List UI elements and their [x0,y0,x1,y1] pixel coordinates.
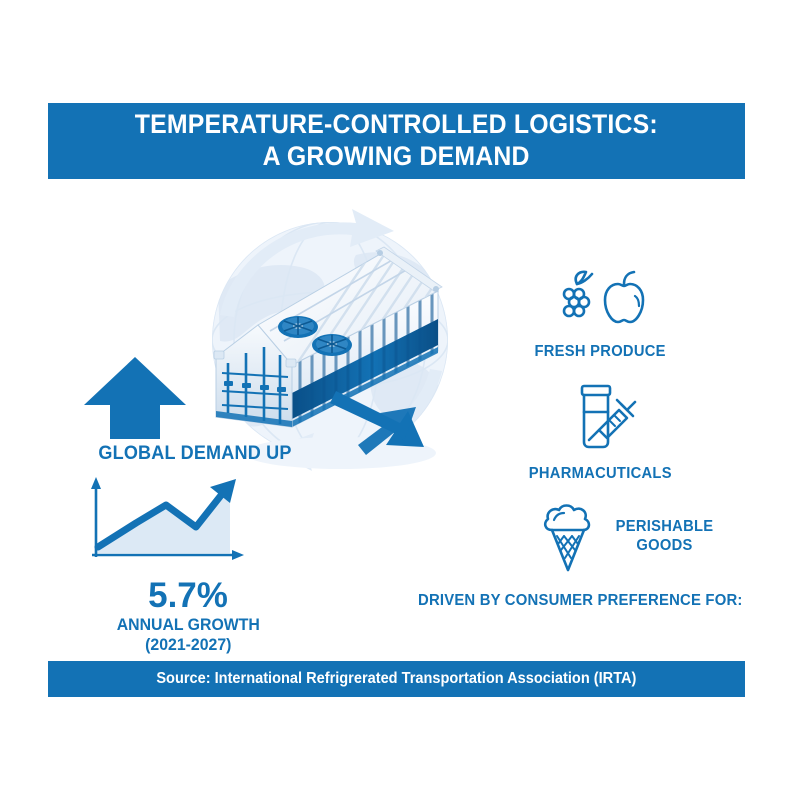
global-demand-stats: GLOBAL DEMAND UP 5 [60,355,330,655]
growth-line-chart [60,475,330,572]
container-globe-svg [212,209,448,471]
annual-growth-caption: ANNUAL GROWTH [116,615,260,634]
header-title-line-1: TEMPERATURE-CONTROLLED LOGISTICS: [134,109,659,140]
container-body [213,246,443,469]
vial-syringe-icon [580,384,637,449]
category-label-perishable-goods: PERISHABLE GOODS [615,518,714,554]
category-pharmaceuticals: PHARMACUTICALS [490,382,710,483]
growth-chart-svg [91,477,244,560]
source-text: Source: International Refrigrerated Tran… [156,670,637,687]
chart-area-fill [96,483,230,553]
refrigerated-container-illustration [180,195,480,495]
demand-up-arrow-icon [84,357,186,439]
ice-cream-cone-icon [543,504,591,572]
category-label-pharmaceuticals: PHARMACUTICALS [528,465,672,482]
container-cooling-fan-1-icon [278,316,318,338]
grapes-apple-icon [562,270,645,324]
category-fresh-produce: FRESH PRODUCE [500,268,700,361]
chart-trend-line [94,485,230,551]
category-perishable-goods: PERISHABLE GOODS [540,500,740,574]
source-bar: Source: International Refrigrerated Tran… [48,661,745,697]
global-demand-label: GLOBAL DEMAND UP [98,443,292,464]
up-arrow-wrap [60,355,330,441]
chart-x-axis [92,550,244,560]
annual-growth-years: (2021-2027) [145,635,232,654]
annual-growth-percent: 5.7% [148,576,228,615]
consumer-preference-heading: DRIVEN BY CONSUMER PREFERENCE FOR: [418,592,743,609]
header-title-bar: TEMPERATURE-CONTROLLED LOGISTICS: A GROW… [48,103,745,179]
header-title-line-2: A GROWING DEMAND [263,141,530,171]
category-label-fresh-produce: FRESH PRODUCE [534,343,666,360]
container-cooling-fan-2-icon [312,334,352,356]
chart-trend-arrowhead [210,479,236,503]
blue-flow-arrow-lower-icon [330,391,424,455]
container-door-handles [224,381,286,392]
